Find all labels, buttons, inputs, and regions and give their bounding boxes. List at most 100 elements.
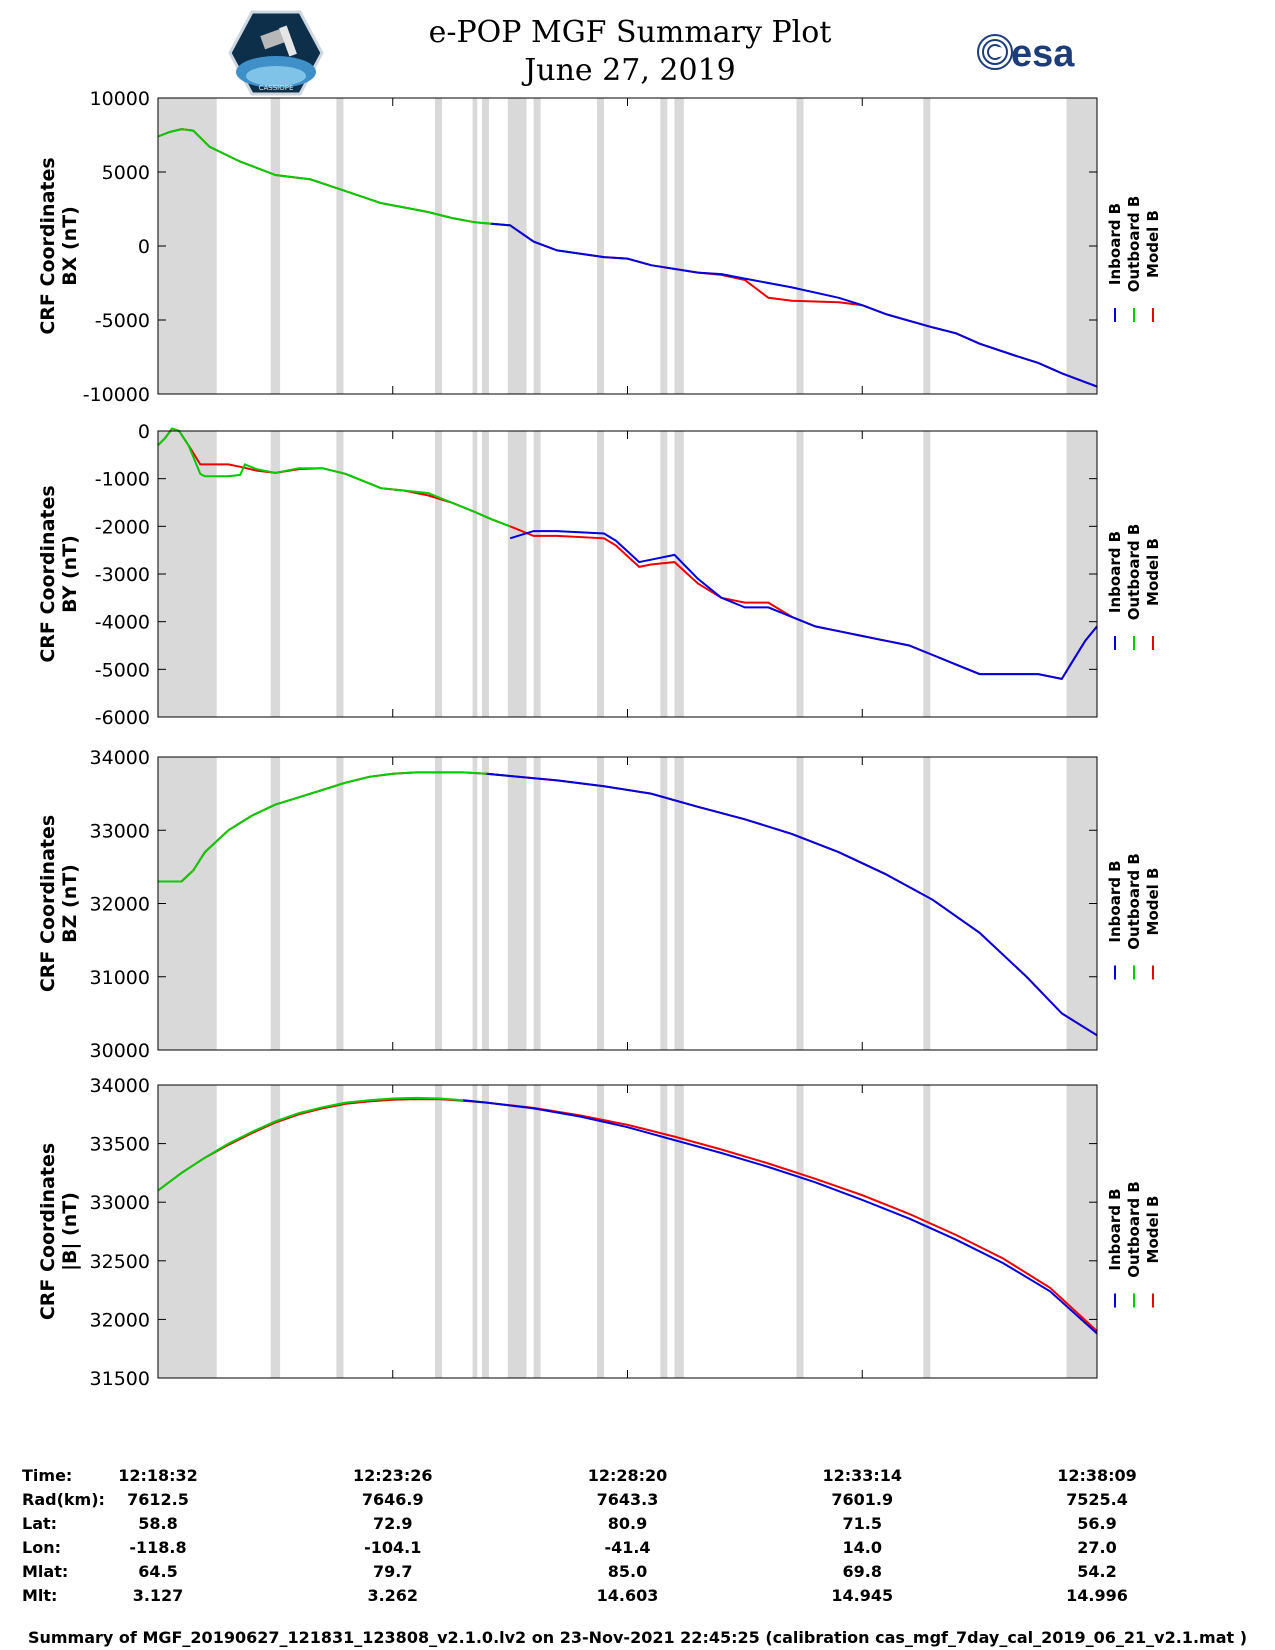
data-gap-band <box>507 1085 527 1378</box>
data-gap-band <box>435 1085 443 1378</box>
ephemeris-cell-lat: 58.8 <box>138 1514 178 1533</box>
bmag-series-inboard-b <box>463 1099 1098 1335</box>
by-panel: -6000 -5000 -4000 -3000 -2000 -1000 0 CRF Coord… <box>37 421 1162 729</box>
y-tick-label: 34000 <box>90 1075 150 1097</box>
data-gap-band <box>507 431 527 717</box>
data-gap-band <box>472 98 478 394</box>
y-tick-label: 10000 <box>90 88 150 110</box>
data-gap-band <box>533 98 541 394</box>
y-tick-label: 0 <box>138 421 150 443</box>
y-tick-label: -2000 <box>95 516 150 538</box>
data-gap-band <box>435 98 443 394</box>
data-gap-band <box>533 1085 541 1378</box>
bmag-panel: 31500 32000 32500 33000 33500 34000 CRF Coordi… <box>37 1075 1162 1390</box>
ephemeris-cell-lat: 56.9 <box>1077 1514 1117 1533</box>
y-tick-label: 5000 <box>102 162 150 184</box>
data-gap-band <box>481 431 489 717</box>
y-tick-label: -4000 <box>95 612 150 634</box>
ephemeris-cell-time: 12:38:09 <box>1057 1466 1137 1485</box>
ephemeris-cell-time: 12:33:14 <box>822 1466 903 1485</box>
ephemeris-row-label: Time: <box>22 1466 73 1485</box>
ephemeris-cell-mlat: 64.5 <box>138 1562 178 1581</box>
ephemeris-cell-rad: 7612.5 <box>127 1490 189 1509</box>
data-gap-band <box>796 98 804 394</box>
data-gap-band <box>923 98 931 394</box>
footer-caption: Summary of MGF_20190627_121831_123808_v2… <box>27 1628 1248 1647</box>
data-gap-band <box>270 1085 281 1378</box>
bz-series-inboard-b <box>486 772 1098 1037</box>
data-gap-band <box>533 757 541 1050</box>
data-gap-band <box>507 757 527 1050</box>
data-gap-band <box>336 1085 344 1378</box>
y-axis-label-line: BX (nT) <box>59 206 81 286</box>
ephemeris-row-label: Mlt: <box>22 1586 58 1605</box>
data-gap-band <box>923 431 931 717</box>
legend-label: Model B <box>1144 210 1162 278</box>
data-gap-band <box>660 98 668 394</box>
legend-label: Outboard B <box>1125 853 1143 950</box>
data-gap-band <box>596 757 605 1050</box>
y-tick-label: -10000 <box>83 384 150 406</box>
bmag-series-model-b <box>157 1098 1098 1332</box>
ephemeris-cell-time: 12:18:32 <box>118 1466 198 1485</box>
bx-panel: -10000 -5000 0 5000 10000 CRF CoordinatesBX (… <box>37 88 1162 406</box>
ephemeris-cell-rad: 7601.9 <box>831 1490 894 1509</box>
title-block: e-POP MGF Summary Plot June 27, 2019 <box>350 14 910 90</box>
ephemeris-cell-time: 12:23:26 <box>352 1466 433 1485</box>
ephemeris-cell-lat: 71.5 <box>842 1514 882 1533</box>
ephemeris-cell-mlt: 14.996 <box>1066 1586 1128 1605</box>
y-tick-label: -5000 <box>95 310 150 332</box>
data-gap-band <box>336 757 344 1050</box>
ephemeris-cell-mlat: 85.0 <box>607 1562 648 1581</box>
data-gap-band <box>435 431 443 717</box>
data-gap-band <box>481 98 489 394</box>
ephemeris-row-label: Rad(km): <box>22 1490 105 1509</box>
legend-label: Model B <box>1144 868 1162 936</box>
ephemeris-row-label: Lat: <box>22 1514 58 1533</box>
by-y-axis-label: CRF CoordinatesBY (nT) <box>37 485 81 662</box>
data-gap-band <box>158 431 217 717</box>
data-gap-band <box>336 431 344 717</box>
y-tick-label: 31500 <box>90 1368 150 1390</box>
legend-label: Outboard B <box>1125 196 1143 293</box>
data-gap-band <box>472 757 478 1050</box>
y-tick-label: -3000 <box>95 564 150 586</box>
cassiope-logo: CASSIOPE <box>228 10 324 100</box>
page-title: e-POP MGF Summary Plot <box>428 15 832 50</box>
y-tick-label: 33000 <box>90 1192 150 1214</box>
y-tick-label: 33500 <box>90 1134 150 1156</box>
ephemeris-cell-rad: 7643.3 <box>596 1490 659 1509</box>
bmag-axes-frame <box>157 1084 1098 1379</box>
data-gap-band <box>796 757 804 1050</box>
bmag-y-axis-label: CRF Coordinates|B| (nT) <box>37 1143 81 1320</box>
data-gap-band <box>674 431 684 717</box>
y-tick-label: -6000 <box>95 707 150 729</box>
data-gap-band <box>270 431 281 717</box>
legend-label: Outboard B <box>1125 524 1143 621</box>
data-gap-band <box>1066 1085 1097 1378</box>
ephemeris-cell-lon: -41.4 <box>604 1538 651 1557</box>
data-gap-band <box>481 757 489 1050</box>
y-tick-label: 32000 <box>90 894 150 916</box>
ephemeris-cell-lat: 72.9 <box>373 1514 413 1533</box>
data-gap-band <box>472 431 478 717</box>
data-gap-band <box>158 1085 217 1378</box>
ephemeris-row-label: Lon: <box>22 1538 61 1557</box>
data-gap-band <box>660 757 668 1050</box>
ephemeris-cell-mlat: 69.8 <box>842 1562 882 1581</box>
ephemeris-table: Time: Rad(km): Lat: Lon: Mlat: Mlt: 12:18:32 76… <box>0 1466 1275 1616</box>
ephemeris-cell-mlt: 3.127 <box>132 1586 184 1605</box>
data-gap-band <box>674 98 684 394</box>
data-gap-band <box>158 757 217 1050</box>
ephemeris-cell-time: 12:28:20 <box>587 1466 668 1485</box>
esa-logo-text: esa <box>1011 33 1075 74</box>
by-series-outboard-b <box>157 427 511 528</box>
data-gap-band <box>923 1085 931 1378</box>
data-gap-band <box>336 98 344 394</box>
esa-logo: esa <box>975 30 1095 78</box>
data-gap-band <box>435 757 443 1050</box>
y-axis-label-line: BY (nT) <box>59 535 81 613</box>
bx-series-outboard-b <box>157 128 511 227</box>
y-tick-label: 32500 <box>90 1251 150 1273</box>
ephemeris-cell-lon: 14.0 <box>842 1538 882 1557</box>
